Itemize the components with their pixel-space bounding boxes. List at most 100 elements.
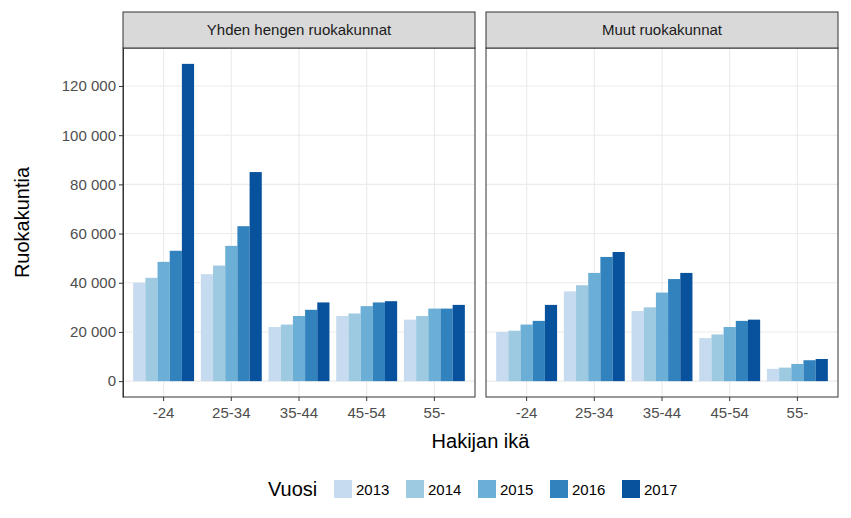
x-tick-mark [366, 397, 367, 401]
x-tick-mark [594, 397, 595, 401]
y-tick-mark [119, 86, 123, 87]
bar [724, 327, 736, 381]
y-tick-mark [119, 135, 123, 136]
y-tick-label: 60 000 [70, 225, 116, 242]
legend-key [478, 480, 496, 498]
y-axis-line [123, 49, 124, 398]
x-tick-mark [729, 397, 730, 401]
bar [632, 311, 644, 381]
legend-label: 2014 [428, 481, 461, 498]
x-tick-mark [299, 397, 300, 401]
x-tick: 35-44 [643, 397, 681, 421]
bar [779, 368, 791, 382]
bar [281, 325, 293, 382]
legend-key [334, 480, 352, 498]
plot-background [486, 48, 838, 397]
bar [373, 302, 385, 381]
bar [158, 262, 170, 381]
y-tick-label: 80 000 [70, 176, 116, 193]
y-tick: 100 000 [62, 126, 123, 143]
y-tick-label: 20 000 [70, 323, 116, 340]
chart: Yhden hengen ruokakunnat -24 25-34 35-44 45-… [0, 0, 851, 518]
bar [305, 310, 317, 381]
bar [508, 331, 520, 381]
bar [404, 320, 416, 381]
bar [336, 316, 348, 381]
x-tick-label: 45-54 [348, 404, 386, 421]
panel-title: Muut ruokakunnat [602, 21, 723, 38]
y-tick: 0 [108, 372, 123, 389]
legend-label: 2017 [644, 481, 677, 498]
x-tick-label: -24 [153, 404, 175, 421]
y-tick-mark [119, 381, 123, 382]
bar [133, 283, 145, 381]
y-tick: 60 000 [70, 225, 123, 242]
bar [213, 266, 225, 382]
x-tick-label: 25-34 [575, 404, 613, 421]
bar [613, 252, 625, 381]
bar [656, 293, 668, 382]
bar [293, 316, 305, 381]
y-tick-label: 0 [108, 372, 116, 389]
bar [440, 309, 452, 382]
x-tick: 35-44 [280, 397, 318, 421]
bar [748, 320, 760, 381]
x-tick-label: 35-44 [280, 404, 318, 421]
y-tick: 120 000 [62, 77, 123, 94]
x-tick-mark [231, 397, 232, 401]
panel-title: Yhden hengen ruokakunnat [207, 21, 392, 38]
bar [644, 307, 656, 381]
bar [600, 257, 612, 381]
bar [533, 321, 545, 381]
bar [668, 279, 680, 381]
y-tick-label: 120 000 [62, 77, 116, 94]
legend-title: Vuosi [268, 478, 317, 500]
bar [699, 338, 711, 381]
bar [791, 364, 803, 381]
x-tick: 45-54 [348, 397, 386, 421]
y-axis: 0 20 000 40 000 60 000 80 000 100 000 120 000 [62, 49, 124, 398]
legend-key [550, 480, 568, 498]
bar [545, 305, 557, 381]
plot-background [123, 48, 475, 397]
y-tick-mark [119, 332, 123, 333]
panel: Yhden hengen ruokakunnat-2425-3435-4445-… [62, 12, 475, 421]
bar [361, 306, 373, 381]
y-tick-mark [119, 234, 123, 235]
bar [269, 327, 281, 381]
y-tick: 80 000 [70, 176, 123, 193]
x-axis: -2425-3435-4445-5455- [516, 397, 808, 421]
x-axis: -2425-3435-4445-5455- [153, 397, 445, 421]
bar [428, 309, 440, 382]
legend-key [622, 480, 640, 498]
bar [816, 359, 828, 381]
legend-label: 2015 [500, 481, 533, 498]
y-tick-mark [119, 184, 123, 185]
plot-frame [123, 48, 475, 397]
x-tick-mark [434, 397, 435, 401]
bar [588, 273, 600, 381]
y-tick-mark [119, 283, 123, 284]
y-axis-title: Ruokakuntia [11, 166, 33, 278]
grid [123, 48, 475, 397]
bar [803, 360, 815, 381]
bar [170, 251, 182, 381]
bar [348, 314, 360, 382]
bar [145, 278, 157, 381]
legend-key [406, 480, 424, 498]
x-tick: 55- [424, 397, 446, 421]
bar [385, 301, 397, 381]
y-tick: 20 000 [70, 323, 123, 340]
x-tick: -24 [153, 397, 175, 421]
x-tick-mark [797, 397, 798, 401]
x-tick: 25-34 [575, 397, 613, 421]
plot-frame [486, 48, 838, 397]
bars [496, 252, 828, 381]
grid-line [797, 48, 798, 397]
bar [237, 226, 249, 381]
y-tick: 40 000 [70, 274, 123, 291]
legend-label: 2013 [356, 481, 389, 498]
x-tick-mark [526, 397, 527, 401]
bar [711, 334, 723, 381]
legend: Vuosi20132014201520162017 [268, 478, 677, 500]
